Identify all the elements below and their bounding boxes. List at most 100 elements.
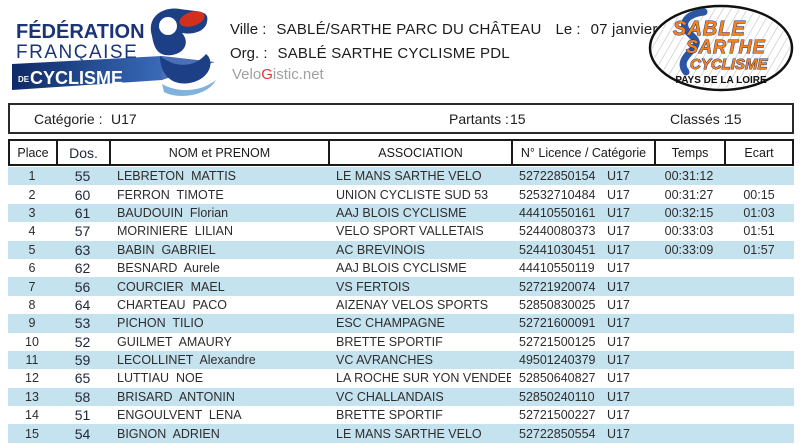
licence-cell: 52850640827 U17 <box>511 369 654 387</box>
licence-categorie: U17 <box>607 169 630 184</box>
dossard-cell: 63 <box>74 241 91 258</box>
table-row: 10 52 GUILMET AMAURY BRETTE SPORTIF 5272… <box>8 332 794 351</box>
nom-cell: COURCIER MAEL <box>117 279 225 294</box>
nom-cell: GUILMET AMAURY <box>117 334 232 349</box>
licence-number: 52722850154 <box>519 169 596 184</box>
place-cell: 11 <box>25 353 39 368</box>
place-cell: 8 <box>28 297 36 312</box>
table-row: 8 64 CHARTEAU PACO AIZENAY VELOS SPORTS … <box>8 295 794 315</box>
licence-categorie: U17 <box>607 353 630 368</box>
dossard-cell: 56 <box>74 278 91 295</box>
dossard-cell: 62 <box>74 260 91 277</box>
table-row: 13 58 BRISARD ANTONIN VC CHALLANDAIS 528… <box>8 387 794 407</box>
licence-number: 52440080373 <box>519 224 596 239</box>
licence-cell: 52721920074 U17 <box>511 277 654 295</box>
ecart-cell: 01:03 <box>743 205 775 220</box>
classes-value: 15 <box>726 111 742 127</box>
place-cell: 7 <box>28 279 36 294</box>
place-cell: 10 <box>25 334 39 349</box>
dossard-cell: 59 <box>74 352 91 369</box>
licence-cell: 52850830025 U17 <box>511 296 654 314</box>
table-row: 4 57 MORINIERE LILIAN VELO SPORT VALLETA… <box>8 222 794 241</box>
nom-cell: FERRON TIMOTE <box>117 187 224 202</box>
place-cell: 2 <box>28 187 36 202</box>
watermark-post: istic.net <box>272 66 324 83</box>
association-cell: BRETTE SPORTIF <box>336 408 443 423</box>
temps-cell <box>654 388 724 406</box>
ecart-cell <box>724 406 794 424</box>
dossard-cell: 60 <box>74 186 91 203</box>
licence-number: 52721500227 <box>519 408 596 423</box>
nom-cell: BAUDOUIN Florian <box>117 205 229 220</box>
col-header-ecart: Ecart <box>724 139 794 166</box>
nom-cell: LEBRETON MATTIS <box>117 169 237 184</box>
place-cell: 3 <box>28 205 36 220</box>
licence-cell: 52441030451 U17 <box>511 241 654 259</box>
svg-text:CYCLISME: CYCLISME <box>30 68 123 88</box>
place-cell: 9 <box>28 316 36 331</box>
nom-cell: LECOLLINET Alexandre <box>117 353 256 368</box>
club-logo: SABLE SARTHE CYCLISME PAYS DE LA LOIRE <box>648 4 794 92</box>
licence-cell: 52532710484 U17 <box>511 185 654 203</box>
nom-cell: ENGOULVENT LENA <box>117 408 242 423</box>
temps-cell: 00:31:12 <box>664 169 714 184</box>
results-body: 1 55 LEBRETON MATTIS LE MANS SARTHE VELO… <box>8 167 794 443</box>
club-logo-line1: SABLE <box>673 18 746 40</box>
association-cell: VC AVRANCHES <box>336 353 434 368</box>
ffc-logo: FÉDÉRATION FRANÇAISE DE CYCLISME <box>12 8 216 96</box>
licence-cell: 52722850554 U17 <box>511 424 654 442</box>
temps-cell <box>654 369 724 387</box>
temps-cell <box>654 424 724 442</box>
club-logo-line2: SARTHE <box>686 37 766 57</box>
licence-categorie: U17 <box>607 389 630 404</box>
temps-cell: 00:32:15 <box>664 205 714 220</box>
club-logo-line4: PAYS DE LA LOIRE <box>675 75 767 86</box>
table-row: 3 61 BAUDOUIN Florian AAJ BLOIS CYCLISME… <box>8 203 794 223</box>
licence-number: 52850830025 <box>519 297 596 312</box>
table-row: 1 55 LEBRETON MATTIS LE MANS SARTHE VELO… <box>8 167 794 186</box>
temps-cell: 00:33:03 <box>664 224 714 239</box>
licence-number: 52850640827 <box>519 371 596 386</box>
association-cell: AIZENAY VELOS SPORTS <box>336 297 489 312</box>
licence-categorie: U17 <box>607 205 630 220</box>
licence-cell: 44410550119 U17 <box>511 259 654 277</box>
licence-number: 52532710484 <box>519 187 596 202</box>
association-cell: VS FERTOIS <box>336 279 410 294</box>
association-cell: UNION CYCLISTE SUD 53 <box>336 187 489 202</box>
table-row: 5 63 BABIN GABRIEL AC BREVINOIS 52441030… <box>8 240 794 259</box>
licence-cell: 52721600091 U17 <box>511 314 654 332</box>
col-header-temps: Temps <box>654 139 724 166</box>
partants-label: Partants : <box>449 111 509 127</box>
place-cell: 14 <box>25 408 39 423</box>
col-header-dossard: Dos. <box>56 139 109 166</box>
licence-categorie: U17 <box>607 224 630 239</box>
watermark-g: G <box>261 66 273 83</box>
table-row: 7 56 COURCIER MAEL VS FERTOIS 5272192007… <box>8 277 794 296</box>
licence-categorie: U17 <box>607 297 630 312</box>
licence-cell: 52721500125 U17 <box>511 333 654 351</box>
nom-cell: MORINIERE LILIAN <box>117 224 233 239</box>
dossard-cell: 64 <box>74 296 91 313</box>
licence-categorie: U17 <box>607 408 630 423</box>
dossard-cell: 51 <box>74 407 91 424</box>
licence-cell: 52850240110 U17 <box>511 388 654 406</box>
col-header-nom: NOM et PRENOM <box>109 139 328 166</box>
place-cell: 5 <box>28 242 36 257</box>
licence-cell: 49501240379 U17 <box>511 351 654 369</box>
ecart-cell <box>724 277 794 295</box>
ecart-cell: 01:57 <box>743 242 775 257</box>
svg-text:FRANÇAISE: FRANÇAISE <box>16 42 138 63</box>
event-header: Ville : SABLÉ/SARTHE PARC DU CHÂTEAU Le … <box>230 18 687 66</box>
org-label: Org. : <box>230 45 268 62</box>
col-header-licence: N° Licence / Catégorie <box>511 139 654 166</box>
ecart-cell <box>724 388 794 406</box>
association-cell: AC BREVINOIS <box>336 242 425 257</box>
dossard-cell: 65 <box>74 370 91 387</box>
licence-categorie: U17 <box>607 279 630 294</box>
association-cell: VELO SPORT VALLETAIS <box>336 224 484 239</box>
licence-categorie: U17 <box>607 334 630 349</box>
association-cell: VC CHALLANDAIS <box>336 389 444 404</box>
licence-number: 44410550161 <box>519 205 596 220</box>
svg-text:DE: DE <box>18 75 30 84</box>
place-cell: 4 <box>28 224 36 239</box>
